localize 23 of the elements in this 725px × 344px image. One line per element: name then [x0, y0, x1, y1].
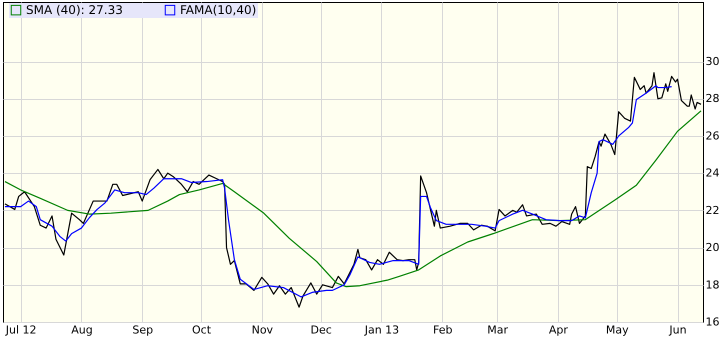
y-tick-label: 22: [706, 204, 720, 217]
x-tick-label: Apr: [548, 324, 568, 336]
x-tick-label: Sep: [132, 324, 154, 336]
x-tick-label: Oct: [192, 324, 212, 336]
x-tick-label: Aug: [71, 324, 93, 336]
y-tick-label: 26: [706, 129, 720, 142]
y-tick-label: 24: [706, 166, 720, 180]
legend-label: FAMA(10,40): [180, 3, 256, 18]
x-tick-label: Dec: [310, 324, 332, 336]
y-tick-label: 18: [706, 278, 720, 292]
line-series: [4, 110, 702, 288]
y-tick-label: 20: [706, 241, 720, 254]
y-tick-label: 16: [706, 316, 720, 328]
x-tick-label: Jan 13: [364, 324, 400, 336]
y-tick-label: 28: [706, 92, 720, 106]
x-tick-label: May: [606, 324, 630, 336]
x-tick-label: Feb: [432, 324, 452, 336]
legend-label: SMA (40): 27.33: [26, 3, 123, 18]
y-tick-label: 30: [706, 55, 720, 68]
x-tick-label: Jun: [668, 324, 687, 336]
x-tick-label: Jul 12: [4, 324, 37, 336]
x-tick-label: Nov: [252, 324, 274, 336]
x-tick-label: Mar: [487, 324, 508, 336]
